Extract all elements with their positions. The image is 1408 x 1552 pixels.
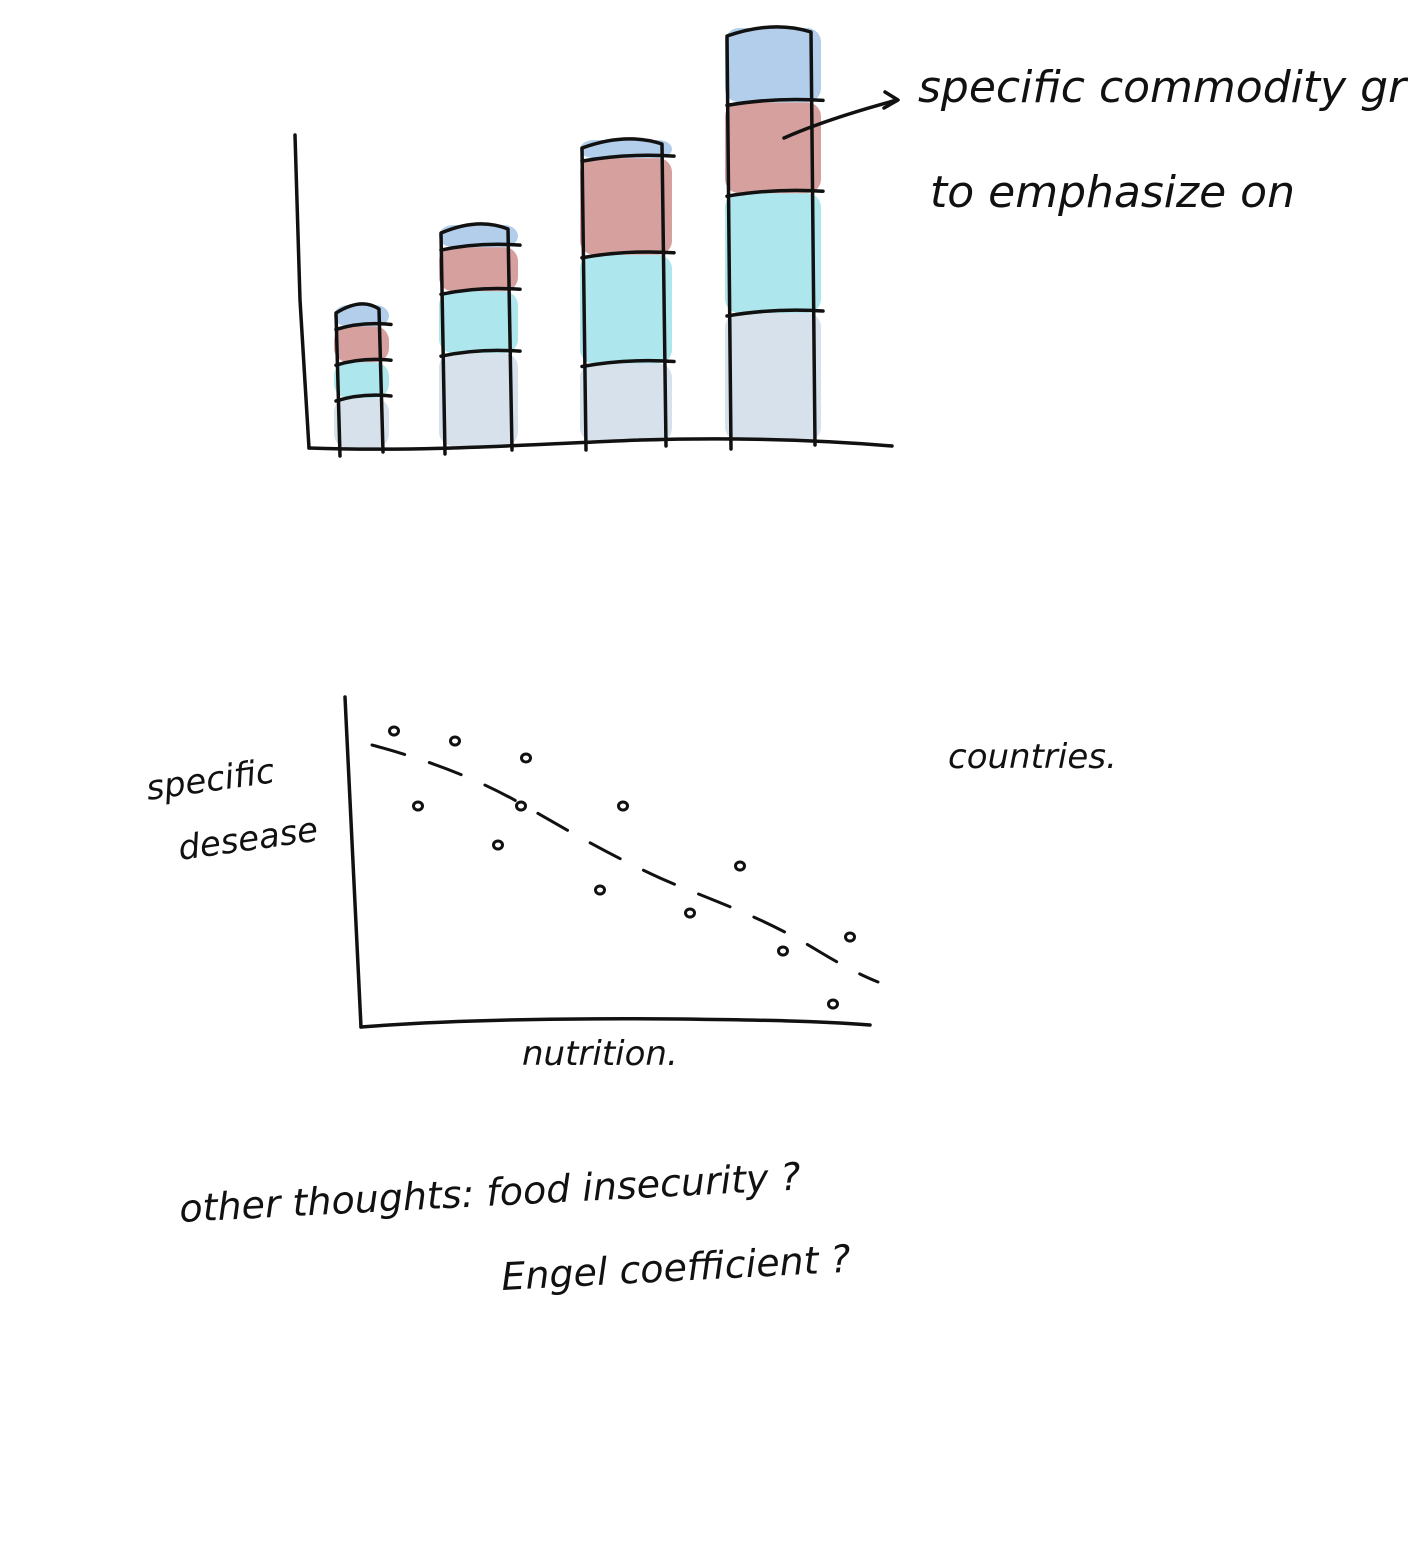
scatter-dot-12	[844, 931, 856, 943]
annotation-line-1: specific commodity group	[918, 62, 1408, 113]
annotation-arrow	[782, 98, 899, 140]
countries-note: countries.	[948, 737, 1117, 777]
scatter-dot-4	[412, 800, 424, 812]
bar-1-segment-3	[334, 326, 389, 363]
scatter-dot-10	[684, 907, 696, 919]
scatter-dot-7	[492, 839, 504, 851]
scatter-dot-2	[449, 735, 461, 747]
bar-4	[725, 25, 825, 451]
bar-3	[580, 137, 676, 452]
bar-2	[439, 222, 522, 456]
scatter-dot-1	[388, 725, 400, 737]
bar-2-segment-4	[439, 225, 518, 248]
bar-y-axis	[293, 133, 311, 450]
bar-4-outline	[725, 25, 817, 451]
scatter-dot-9	[734, 860, 746, 872]
bar-1-divider-1	[334, 393, 393, 403]
notes-line-1: other thoughts: food insecurity ?	[178, 1154, 802, 1230]
bar-1-divider-3	[334, 321, 393, 332]
bar-3-segment-3	[580, 158, 672, 255]
notes: other thoughts: food insecurity ? Engel …	[178, 1154, 852, 1298]
scatter-dot-13	[827, 998, 839, 1010]
bar-1-segment-4	[334, 305, 389, 327]
bar-1-divider-2	[334, 357, 393, 367]
bar-3-segment-1	[580, 363, 672, 442]
bar-3-outline	[580, 137, 668, 452]
x-axis-label: nutrition.	[522, 1034, 678, 1074]
bar-4-segment-1	[725, 312, 821, 441]
bar-4-divider-2	[725, 188, 825, 198]
bar-2-segment-1	[439, 353, 518, 446]
bar-1	[334, 302, 393, 458]
bar-4-segment-2	[725, 193, 821, 313]
y-label-line-1: specific	[144, 751, 278, 809]
bar-3-segment-2	[580, 254, 672, 364]
bar-2-divider-3	[439, 242, 522, 252]
scatter-y-axis	[343, 695, 363, 1029]
bar-1-segment-2	[334, 362, 389, 398]
bar-3-divider-2	[580, 250, 676, 260]
notes-line-2: Engel coefficient ?	[500, 1237, 852, 1299]
scatter-dot-5	[515, 800, 527, 812]
scatter-sketch: specific desease nutrition. countries.	[144, 695, 1117, 1074]
scatter-dot-6	[617, 800, 629, 812]
bar-4-segment-3	[725, 102, 821, 194]
scatter-dot-3	[520, 752, 532, 764]
bar-2-outline	[439, 222, 514, 456]
bar-x-axis	[307, 437, 894, 451]
stacked-bar-sketch: specific commodity group to emphasize on	[293, 25, 1408, 458]
annotation-line-2: to emphasize on	[930, 167, 1295, 218]
scatter-dots	[388, 725, 856, 1010]
bar-2-segment-3	[439, 247, 518, 292]
bar-3-divider-1	[580, 358, 676, 369]
bar-4-divider-1	[725, 308, 825, 318]
trend-line	[370, 743, 880, 984]
bar-3-divider-3	[580, 153, 676, 163]
bar-2-divider-1	[439, 348, 522, 358]
scatter-x-axis	[359, 1017, 872, 1029]
bar-2-divider-2	[439, 286, 522, 297]
bar-2-segment-2	[439, 291, 518, 354]
bar-1-segment-1	[334, 397, 389, 448]
bar-1-outline	[334, 302, 385, 458]
bar-4-segment-4	[725, 28, 821, 103]
annotation-arrowhead	[882, 90, 900, 110]
y-label-line-2: desease	[176, 810, 321, 869]
bar-4-divider-3	[725, 97, 825, 108]
bars-layer	[334, 25, 825, 458]
scatter-dot-8	[594, 884, 606, 896]
scatter-dot-11	[777, 945, 789, 957]
